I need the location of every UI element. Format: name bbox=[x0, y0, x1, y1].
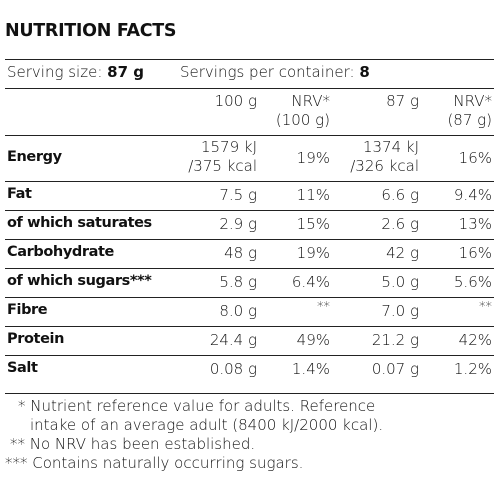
nutrient-label: Carbohydrate bbox=[7, 244, 114, 260]
nrv-87g: 9.4% bbox=[453, 186, 492, 204]
servings-per-container-label: Servings per container: bbox=[180, 63, 355, 81]
value-87g: 6.6 g bbox=[381, 186, 419, 204]
header-100g: 100 g bbox=[214, 92, 257, 110]
nutrient-row-salt: Salt 0.08 g 1.4% 0.07 g 1.2% bbox=[5, 355, 494, 385]
value-87g: 0.07 g bbox=[371, 360, 419, 378]
nrv-100g: 19% bbox=[296, 244, 330, 262]
value-87g-line1: 1374 kJ bbox=[362, 138, 419, 156]
value-100g-line2: /375 kcal bbox=[188, 157, 257, 175]
nrv-87g: 16% bbox=[458, 149, 492, 167]
nutrient-label: Fibre bbox=[7, 302, 48, 318]
footnote-nrv-line2: intake of an average adult (8400 kJ/2000… bbox=[30, 416, 384, 434]
nutrient-label: of which sugars*** bbox=[7, 273, 152, 289]
footnote-nrv-line1: * Nutrient reference value for adults. R… bbox=[18, 397, 376, 415]
header-nrv87-line2: (87 g) bbox=[447, 111, 492, 129]
nrv-100g: 15% bbox=[296, 215, 330, 233]
header-nrv100-line1: NRV* bbox=[291, 92, 330, 110]
nrv-100g: ** bbox=[317, 300, 330, 315]
top-rule bbox=[5, 59, 494, 60]
value-100g-line1: 1579 kJ bbox=[200, 138, 257, 156]
value-100g: 0.08 g bbox=[209, 360, 257, 378]
footnotes: * Nutrient reference value for adults. R… bbox=[5, 393, 494, 472]
nutrient-row-energy: Energy 1579 kJ /375 kcal 19% 1374 kJ /32… bbox=[5, 135, 494, 182]
nrv-87g: 42% bbox=[458, 331, 492, 349]
value-87g: 42 g bbox=[386, 244, 419, 262]
nutrient-label: Fat bbox=[7, 186, 32, 202]
nutrient-label: Salt bbox=[7, 360, 38, 376]
header-row: 100 g NRV* (100 g) 87 g NRV* (87 g) bbox=[5, 88, 494, 136]
nrv-100g: 1.4% bbox=[291, 360, 330, 378]
nutrient-row-carbohydrate: Carbohydrate 48 g 19% 42 g 16% bbox=[5, 239, 494, 269]
footnote-no-nrv: ** No NRV has been established. bbox=[10, 435, 256, 453]
value-100g: 5.8 g bbox=[219, 273, 257, 291]
nutrient-label: Protein bbox=[7, 331, 64, 347]
value-100g: 7.5 g bbox=[219, 186, 257, 204]
value-100g: 2.9 g bbox=[219, 215, 257, 233]
value-100g: 24.4 g bbox=[209, 331, 257, 349]
value-100g: 8.0 g bbox=[219, 302, 257, 320]
footnote-sugars: *** Contains naturally occurring sugars. bbox=[5, 454, 304, 472]
nutrient-row-saturates: of which saturates 2.9 g 15% 2.6 g 13% bbox=[5, 210, 494, 240]
header-nrv100-line2: (100 g) bbox=[275, 111, 330, 129]
serving-size-value: 87 g bbox=[107, 63, 145, 81]
servings-per-container-value: 8 bbox=[359, 63, 370, 81]
header-nrv87-line1: NRV* bbox=[453, 92, 492, 110]
nrv-100g: 11% bbox=[296, 186, 330, 204]
serving-size: Serving size: 87 g bbox=[7, 63, 144, 81]
value-87g: 7.0 g bbox=[381, 302, 419, 320]
page-title: NUTRITION FACTS bbox=[5, 21, 177, 41]
nrv-100g: 49% bbox=[296, 331, 330, 349]
nrv-87g: 13% bbox=[458, 215, 492, 233]
nutrient-label: of which saturates bbox=[7, 215, 152, 231]
nutrient-label: Energy bbox=[7, 149, 62, 165]
servings-per-container: Servings per container: 8 bbox=[180, 63, 370, 81]
nrv-100g: 6.4% bbox=[291, 273, 330, 291]
nutrient-row-sugars: of which sugars*** 5.8 g 6.4% 5.0 g 5.6% bbox=[5, 268, 494, 298]
value-87g: 21.2 g bbox=[371, 331, 419, 349]
value-100g: 48 g bbox=[224, 244, 257, 262]
serving-info: Serving size: 87 g Servings per containe… bbox=[5, 60, 494, 88]
nrv-87g: 1.2% bbox=[453, 360, 492, 378]
header-87g: 87 g bbox=[386, 92, 419, 110]
nutrient-row-fibre: Fibre 8.0 g ** 7.0 g ** bbox=[5, 297, 494, 327]
nrv-87g: 16% bbox=[458, 244, 492, 262]
value-87g-line2: /326 kcal bbox=[350, 157, 419, 175]
nutrient-row-fat: Fat 7.5 g 11% 6.6 g 9.4% bbox=[5, 181, 494, 211]
nrv-87g: ** bbox=[479, 300, 492, 315]
nutrient-row-protein: Protein 24.4 g 49% 21.2 g 42% bbox=[5, 326, 494, 356]
nrv-87g: 5.6% bbox=[453, 273, 492, 291]
value-87g: 2.6 g bbox=[381, 215, 419, 233]
nrv-100g: 19% bbox=[296, 149, 330, 167]
value-87g: 5.0 g bbox=[381, 273, 419, 291]
serving-size-label: Serving size: bbox=[7, 63, 103, 81]
